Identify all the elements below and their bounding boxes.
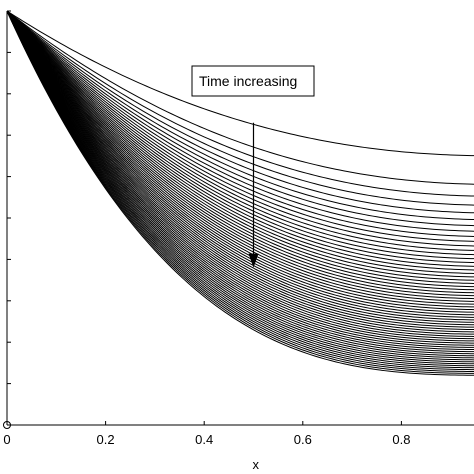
x-tick-label: 0.4: [195, 432, 213, 447]
series-line: [6, 10, 474, 318]
series-line: [6, 10, 474, 367]
series-line: [6, 10, 474, 305]
series-line: [6, 10, 474, 359]
series-line: [6, 10, 474, 326]
series-line: [6, 10, 474, 340]
series-line: [6, 10, 474, 376]
series-line: [6, 10, 474, 363]
series-line: [6, 10, 474, 351]
series-line: [6, 10, 474, 316]
y-ticks: [7, 10, 11, 385]
series-line: [6, 10, 474, 355]
series-line: [6, 10, 474, 342]
x-tick-label: 0.2: [97, 432, 115, 447]
series-line: [6, 10, 474, 328]
series-line: [6, 10, 474, 335]
arrow-head: [248, 253, 259, 268]
series-line: [6, 10, 474, 369]
series-line: [6, 10, 474, 353]
series-line: [6, 10, 474, 371]
series-line: [6, 10, 474, 346]
series-line: [6, 10, 474, 337]
series-line: [6, 10, 474, 321]
x-tick-label: 0.8: [392, 432, 410, 447]
x-ticks: 0 0.2 0.4 0.6 0.8: [3, 421, 410, 447]
series-line: [6, 10, 474, 344]
series-line: [6, 10, 474, 373]
series-line: [6, 10, 474, 357]
series-line: [6, 10, 474, 313]
annotation-text: Time increasing: [199, 73, 297, 89]
series-line: [6, 10, 474, 323]
series-line: [6, 10, 474, 331]
series-line: [6, 10, 474, 333]
time-annotation: Time increasing: [191, 65, 315, 268]
series-line: [6, 10, 474, 374]
x-axis-label: x: [253, 457, 260, 472]
series-line: [6, 10, 474, 361]
annotation-box: [191, 65, 315, 97]
series-line: [6, 10, 474, 365]
x-tick-label: 0.6: [294, 432, 312, 447]
series-line: [6, 10, 474, 348]
x-tick-label: 0: [3, 432, 10, 447]
